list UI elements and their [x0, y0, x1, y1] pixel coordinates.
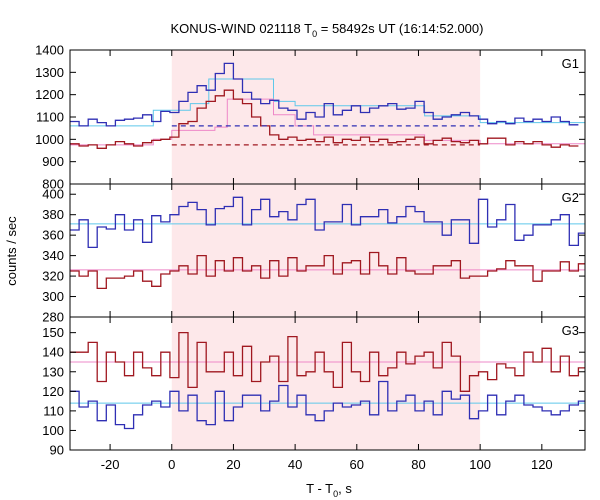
panel-label-g2: G2: [562, 190, 579, 205]
y-tick-label: 1000: [35, 132, 64, 147]
panel-g3: 90 100 110 120 130 140 150 G3: [42, 316, 586, 458]
panel-label-g1: G1: [562, 56, 579, 71]
y-tick-label: 400: [42, 187, 64, 202]
series-red-step-g3: [70, 331, 585, 392]
series-light-blue-step-g1: [70, 78, 585, 127]
series-red-step-g2: [70, 251, 585, 290]
y-tick-label: 320: [42, 269, 64, 284]
y-tick-label: 800: [42, 177, 64, 192]
y-tick-label: 280: [42, 310, 64, 325]
panel-data-g3: [70, 331, 585, 430]
x-tick-label: 100: [469, 457, 491, 472]
x-tick-label: 40: [288, 457, 302, 472]
x-tick-label: 20: [226, 457, 240, 472]
y-tick-label: 360: [42, 228, 64, 243]
y-tick-label: 140: [42, 345, 64, 360]
x-tick-label: 60: [350, 457, 364, 472]
panel-g1: 800 900 1000 1100 1200 1300 1400 G1: [35, 43, 586, 192]
x-tick-label: 80: [411, 457, 425, 472]
x-tick-label: -20: [101, 457, 120, 472]
panel-data-g2: [70, 196, 585, 290]
shaded-interval: [171, 50, 481, 450]
y-tick-label: 1100: [36, 110, 64, 125]
series-blue-step-g1: [70, 62, 579, 127]
series-blue-step-g3: [70, 380, 585, 430]
y-tick-label: 90: [50, 443, 64, 458]
panel-label-g3: G3: [562, 323, 579, 338]
chart-title: KONUS-WIND 021118 T0 = 58492s UT (16:14:…: [171, 21, 484, 39]
x-axis-label: T - T0, s: [306, 481, 352, 499]
series-red-step-g1: [70, 89, 579, 149]
x-tick-label: 0: [168, 457, 175, 472]
panel-g2: 280 300 320 340 360 380 400 G2: [42, 183, 586, 325]
y-tick-label: 120: [42, 384, 64, 399]
panel-frame-g3: [69, 316, 586, 451]
y-tick-label: 900: [42, 154, 64, 169]
y-tick-label: 300: [42, 289, 64, 304]
y-tick-label: 1200: [35, 87, 64, 102]
y-tick-label: 110: [43, 403, 64, 418]
y-tick-label: 100: [42, 423, 64, 438]
y-tick-label: 340: [42, 248, 64, 263]
panel-data-g1: [70, 62, 585, 149]
y-tick-label: 130: [42, 364, 64, 379]
y-tick-label: 1300: [35, 65, 64, 80]
x-tick-label: 120: [531, 457, 553, 472]
y-tick-label: 150: [42, 325, 64, 340]
y-tick-label: 1400: [35, 43, 64, 58]
series-blue-step-g2: [70, 196, 585, 249]
y-axis-label: counts / sec: [4, 216, 19, 286]
y-tick-label: 380: [42, 207, 64, 222]
